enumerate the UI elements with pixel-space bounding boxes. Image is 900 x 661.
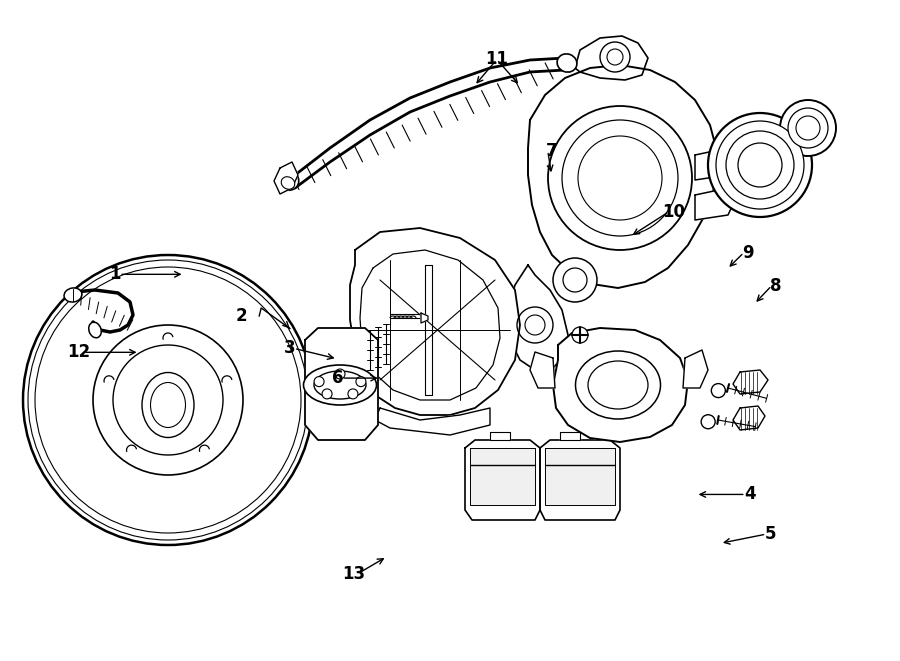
Polygon shape — [733, 406, 765, 430]
Polygon shape — [560, 432, 580, 440]
Text: 4: 4 — [744, 485, 755, 504]
Circle shape — [701, 414, 716, 429]
Polygon shape — [465, 440, 540, 520]
Polygon shape — [375, 408, 490, 435]
Circle shape — [607, 49, 623, 65]
Circle shape — [525, 315, 545, 335]
Circle shape — [562, 120, 678, 236]
Polygon shape — [421, 313, 428, 323]
Polygon shape — [545, 448, 615, 505]
Polygon shape — [470, 448, 535, 505]
Text: 6: 6 — [332, 369, 343, 387]
Ellipse shape — [303, 365, 376, 405]
Circle shape — [600, 42, 630, 72]
Polygon shape — [490, 432, 510, 440]
Polygon shape — [530, 352, 555, 388]
Ellipse shape — [150, 383, 185, 428]
Circle shape — [708, 113, 812, 217]
Circle shape — [796, 116, 820, 140]
Text: 1: 1 — [110, 265, 121, 284]
Polygon shape — [695, 148, 735, 180]
Text: 13: 13 — [342, 564, 365, 583]
Polygon shape — [575, 36, 648, 80]
Circle shape — [716, 121, 804, 209]
Circle shape — [348, 389, 358, 399]
Circle shape — [578, 136, 662, 220]
Ellipse shape — [314, 371, 366, 399]
Circle shape — [517, 307, 553, 343]
Ellipse shape — [142, 373, 194, 438]
Ellipse shape — [588, 361, 648, 409]
Circle shape — [738, 143, 782, 187]
Polygon shape — [274, 162, 298, 194]
Polygon shape — [683, 350, 708, 388]
Circle shape — [335, 369, 345, 379]
Ellipse shape — [89, 322, 102, 338]
Text: 12: 12 — [68, 343, 91, 362]
Circle shape — [356, 377, 366, 387]
Ellipse shape — [64, 288, 82, 302]
Circle shape — [314, 377, 324, 387]
Circle shape — [711, 383, 725, 397]
Text: 8: 8 — [770, 276, 781, 295]
Circle shape — [93, 325, 243, 475]
Circle shape — [572, 327, 588, 343]
Polygon shape — [350, 228, 520, 415]
Text: 9: 9 — [742, 243, 753, 262]
Polygon shape — [540, 440, 620, 520]
Circle shape — [563, 268, 587, 292]
Circle shape — [322, 389, 332, 399]
Polygon shape — [360, 250, 500, 400]
Text: 11: 11 — [485, 50, 508, 69]
Circle shape — [553, 258, 597, 302]
Text: 7: 7 — [546, 141, 557, 160]
Circle shape — [726, 131, 794, 199]
Ellipse shape — [281, 176, 295, 189]
Polygon shape — [508, 265, 568, 370]
Polygon shape — [553, 328, 688, 442]
Text: 10: 10 — [662, 202, 685, 221]
Ellipse shape — [277, 170, 299, 190]
Text: 3: 3 — [284, 339, 295, 358]
Circle shape — [780, 100, 836, 156]
Circle shape — [23, 255, 313, 545]
Polygon shape — [733, 370, 768, 394]
Polygon shape — [528, 65, 718, 288]
Text: 2: 2 — [236, 307, 247, 325]
Circle shape — [548, 106, 692, 250]
Ellipse shape — [557, 54, 577, 72]
Polygon shape — [305, 328, 378, 440]
Ellipse shape — [575, 351, 661, 419]
Circle shape — [113, 345, 223, 455]
Text: 5: 5 — [765, 525, 776, 543]
Polygon shape — [695, 188, 735, 220]
Circle shape — [788, 108, 828, 148]
